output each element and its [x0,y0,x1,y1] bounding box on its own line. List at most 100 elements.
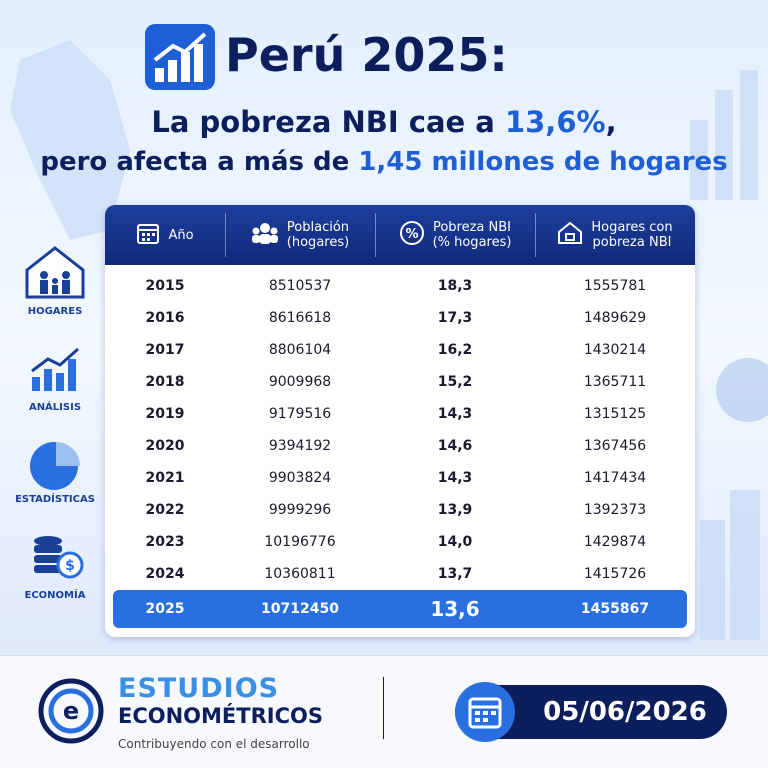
table-cell: 9903824 [268,470,332,486]
highlight-row: 2025 10712450 13,6 1455867 [113,590,687,628]
column-header: % Pobreza NBI (% hogares) [375,205,535,265]
table-cell: 10712450 [261,601,339,617]
table-cell: 2022 [145,502,185,518]
table-cell: 9179516 [268,406,332,422]
table-cell: 1455867 [580,601,650,617]
table-cell: 14,3 [437,406,473,422]
coins-icon: $ [34,536,84,579]
table-cell: 14,0 [437,534,473,550]
subtitle-line: pero afecta a más de 1,45 millones de ho… [0,147,768,177]
table-cell: 2019 [145,406,185,422]
subtitle-text: pero afecta a más de [40,147,359,177]
table-cell: 2015 [145,278,185,294]
table-cell: 8806104 [268,342,332,358]
table-cell: 1417434 [583,470,647,486]
brand-name: ECONOMÉTRICOS [118,704,323,728]
table-cell: 2021 [145,470,185,486]
table-cell: 10360811 [264,566,336,582]
svg-text:%: % [405,227,418,242]
side-label: HOGARES [27,306,83,317]
table-cell: 14,3 [437,470,473,486]
table-row: 2018 9009968 15,2 1365711 [105,366,695,398]
column-divider [225,213,226,257]
title: Perú 2025: [225,28,508,82]
chart-icon [145,24,215,90]
subtitle-text: La pobreza NBI cae a [151,105,505,139]
table-cell: 2017 [145,342,185,358]
table-cell: 17,3 [437,310,473,326]
tagline: Contribuyendo con el desarrollo [118,737,310,751]
header-icon [251,221,279,249]
subtitle-line: La pobreza NBI cae a 13,6%, [0,105,768,139]
side-label: ECONOMÍA [24,590,86,601]
date: 05/06/2026 [543,697,707,727]
table-cell: 1365711 [583,374,647,390]
table-cell: 2024 [145,566,185,582]
table-row: 2019 9179516 14,3 1315125 [105,398,695,430]
svg-text:e: e [63,697,79,725]
analysis-icon [31,347,79,391]
svg-text:$: $ [65,558,75,574]
column-divider [375,213,376,257]
table-cell: 9999296 [268,502,332,518]
table-cell: 2016 [145,310,185,326]
table-cell: 8616618 [268,310,332,326]
header-icon [136,221,160,249]
table-cell: 1489629 [583,310,647,326]
table-cell: 13,9 [437,502,473,518]
table-row: 2021 9903824 14,3 1417434 [105,462,695,494]
brand-name: ESTUDIOS [118,673,280,704]
subtitle-text: , [605,105,617,139]
table-cell: 1430214 [583,342,647,358]
table-cell: 13,7 [437,566,473,582]
table-cell: 2020 [145,438,185,454]
subtitle-highlight: 13,6% [504,105,606,139]
header-icon [557,221,583,249]
table-cell: 1315125 [583,406,647,422]
table-row: 2022 9999296 13,9 1392373 [105,494,695,526]
table-cell: 1392373 [583,502,647,518]
side-label: ANÁLISIS [28,402,82,413]
divider [383,677,384,739]
header-icon: % [399,220,425,250]
table-cell: 10196776 [264,534,336,550]
subtitle-highlight: 1,45 millones de hogares [358,147,728,177]
side-label: ESTADÍSTICAS [15,494,95,505]
table-cell: 9394192 [268,438,332,454]
table-cell: 9009968 [268,374,332,390]
calendar-icon [455,682,515,742]
column-header: Población (hogares) [225,205,375,265]
table-cell: 8510537 [268,278,332,294]
column-header: Año [105,205,225,265]
column-divider [535,213,536,257]
table-cell: 14,6 [437,438,473,454]
table-cell: 18,3 [437,278,473,294]
table-cell: 2018 [145,374,185,390]
table-row: 2016 8616618 17,3 1489629 [105,302,695,334]
table-cell: 1429874 [583,534,647,550]
table-cell: 13,6 [430,597,480,621]
table-cell: 2025 [145,601,185,617]
table-cell: 1415726 [583,566,647,582]
pie-icon [30,442,80,490]
table-header: Año Población (hogares)% Pobreza NBI (% ho… [105,205,695,265]
table-row: 2024 10360811 13,7 1415726 [105,558,695,590]
table-row: 2023 10196776 14,0 1429874 [105,526,695,558]
header-text: Año [168,227,194,243]
house-icon [25,246,85,299]
data-table: Año Población (hogares)% Pobreza NBI (% ho… [105,205,695,637]
table-row: 2015 8510537 18,3 1555781 [105,270,695,302]
table-row: 2020 9394192 14,6 1367456 [105,430,695,462]
table-cell: 15,2 [437,374,473,390]
header-text: Hogares con pobreza NBI [591,220,673,250]
column-header: Hogares con pobreza NBI [535,205,695,265]
header-text: Pobreza NBI (% hogares) [432,220,512,250]
logo: e [38,678,104,744]
header-text: Población (hogares) [286,220,350,250]
table-cell: 1555781 [583,278,647,294]
table-cell: 16,2 [437,342,473,358]
table-cell: 1367456 [583,438,647,454]
table-cell: 2023 [145,534,185,550]
